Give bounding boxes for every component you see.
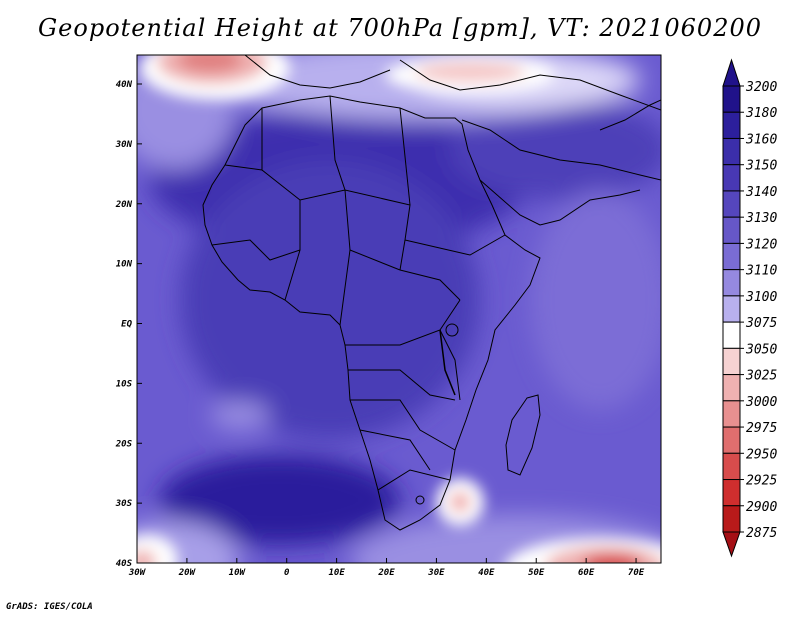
- colorbar-label: 2950: [746, 447, 777, 462]
- lat-tick-label: 20N: [115, 200, 133, 210]
- lat-tick-label: EQ: [121, 320, 132, 330]
- colorbar-label: 3130: [745, 211, 777, 226]
- colorbar-segment: [722, 111, 741, 139]
- map-title: Geopotential Height at 700hPa [gpm], VT:…: [38, 14, 762, 42]
- colorbar-label: 3160: [745, 132, 777, 147]
- colorbar-label: 2875: [746, 526, 777, 541]
- colorbar-label: 3100: [745, 290, 777, 305]
- colorbar-label: 2975: [746, 421, 777, 436]
- lon-tick-label: 10E: [328, 568, 345, 578]
- colorbar-top-arrow: [722, 58, 741, 87]
- colorbar-segment: [722, 347, 741, 376]
- colorbar-segment: [722, 216, 741, 244]
- lon-tick-label: 30E: [427, 568, 445, 578]
- colorbar-segment: [722, 295, 741, 323]
- colorbar-label: 3180: [745, 106, 777, 121]
- colorbar-label: 3110: [745, 264, 777, 279]
- colorbar-label: 3075: [745, 316, 777, 331]
- colorbar-segment: [722, 321, 741, 349]
- height-field: [137, 55, 661, 563]
- colorbar-segment: [722, 479, 741, 507]
- africa-coastline: [202, 95, 541, 531]
- colorbar-segment: [722, 505, 741, 533]
- lat-tick-label: 10S: [116, 379, 133, 389]
- colorbar-segment: [722, 190, 741, 218]
- colorbar-segment: [722, 85, 741, 113]
- lat-tick-label: 40S: [116, 559, 133, 569]
- longitude-axis: 30W 20W 10W 0 10E 20E 30E 40E 50E 60E 70E: [128, 558, 645, 578]
- latitude-axis: 40N 30N 20N 10N EQ 10S 20S 30S 40S: [115, 80, 142, 569]
- colorbar: 3200 3180 3160 3150 3140 3130 3120 3110 3100 3075…: [722, 58, 777, 558]
- colorbar-segment: [722, 137, 741, 166]
- arabia-coastline: [461, 119, 661, 181]
- lat-tick-label: 20S: [115, 439, 133, 449]
- lon-tick-label: 60E: [578, 568, 595, 578]
- colorbar-label: 2900: [746, 500, 777, 515]
- lon-tick-label: 20W: [178, 568, 197, 578]
- colorbar-label: 3140: [745, 185, 777, 200]
- madagascar-coastline: [505, 394, 541, 476]
- colorbar-segment: [722, 242, 741, 271]
- grads-credit: GrADS: IGES/COLA: [6, 602, 93, 612]
- colorbar-label: 3000: [745, 395, 777, 410]
- colorbar-label: 3200: [745, 80, 777, 95]
- colorbar-label: 3050: [745, 342, 777, 357]
- lon-tick-label: 40E: [478, 568, 495, 578]
- coastlines: [202, 55, 661, 531]
- colorbar-segment: [722, 269, 741, 297]
- lon-tick-label: 50E: [528, 568, 545, 578]
- lon-tick-label: 10W: [229, 568, 247, 578]
- colorbar-label: 3025: [745, 369, 777, 384]
- lat-tick-label: 30S: [115, 499, 133, 509]
- colorbar-bottom-arrow: [722, 531, 741, 558]
- lon-tick-label: 0: [284, 568, 290, 578]
- lat-tick-label: 30N: [115, 140, 133, 150]
- lon-tick-label: 30W: [128, 568, 147, 578]
- lon-tick-label: 70E: [628, 568, 645, 578]
- colorbar-label: 2925: [746, 474, 777, 489]
- colorbar-segment: [722, 426, 741, 454]
- plot-frame: [136, 54, 662, 564]
- colorbar-segment: [722, 452, 741, 481]
- lat-tick-label: 40N: [116, 80, 133, 90]
- lat-tick-label: 10N: [116, 260, 133, 270]
- colorbar-label: 3120: [745, 237, 777, 252]
- colorbar-label: 3150: [745, 159, 777, 174]
- colorbar-segment: [722, 164, 741, 192]
- colorbar-segment: [722, 374, 741, 402]
- colorbar-segment: [722, 400, 741, 428]
- lon-tick-label: 20E: [377, 568, 395, 578]
